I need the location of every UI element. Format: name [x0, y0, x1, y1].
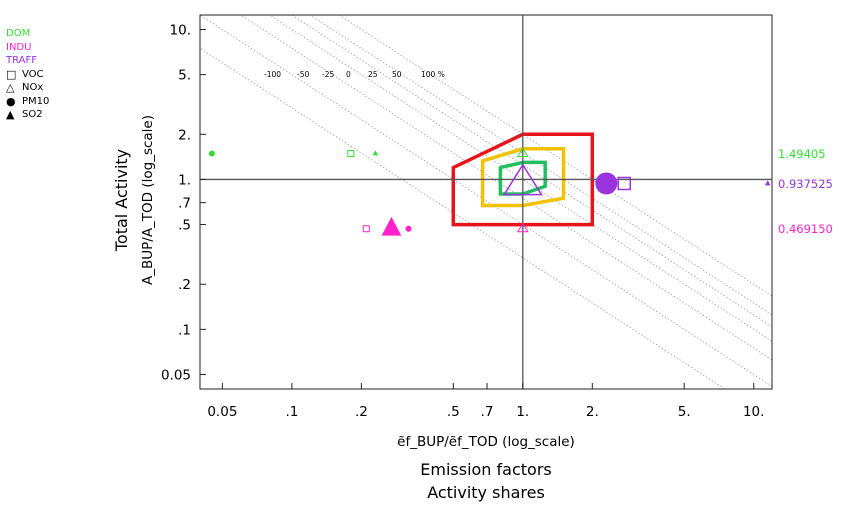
- iso-line: [200, 15, 772, 387]
- right-value-label: 0.469150: [778, 222, 833, 236]
- iso-label: -25: [322, 70, 334, 79]
- iso-label: 25: [368, 70, 378, 79]
- iso-label: -50: [297, 70, 309, 79]
- triangle-filled-icon: ▲: [6, 108, 15, 121]
- y-axis-label: A_BUP/A_TOD (log_scale): [140, 115, 156, 285]
- legend-sector-indu: INDU: [6, 41, 49, 55]
- legend-sector-label: TRAFF: [6, 55, 37, 66]
- legend-sector-traff: TRAFF: [6, 54, 49, 68]
- triangle-open-icon: △: [6, 81, 15, 94]
- iso-label: 100 %: [421, 70, 445, 79]
- legend-pollutant-label: PM10: [22, 95, 50, 107]
- legend-pollutant-pm10: ● PM10: [6, 95, 49, 109]
- iso-line: [309, 15, 772, 316]
- iso-label: -100: [264, 70, 281, 79]
- subtitle-emission-factors: Emission factors: [420, 460, 551, 479]
- y-tick-label: 2.: [178, 127, 191, 143]
- point-traff-so2: [765, 180, 771, 186]
- legend-pollutant-label: SO2: [22, 109, 43, 120]
- legend-pollutant-label: NOx: [22, 82, 44, 93]
- legend-pollutant-nox: △ NOx: [6, 81, 49, 95]
- legend-pollutant-so2: ▲ SO2: [6, 108, 49, 122]
- y-tick-label: .1: [178, 322, 191, 338]
- legend-sector-label: INDU: [6, 41, 32, 53]
- point-traff-pm10: [595, 172, 618, 195]
- x-tick-label: 5.: [678, 404, 691, 420]
- legend-sector-label: DOM: [6, 28, 31, 39]
- iso-label: 0: [346, 70, 351, 79]
- contour-polygon: [451, 132, 595, 227]
- point-dom-nox: [516, 147, 529, 158]
- right-value-label: 1.49405: [778, 147, 826, 161]
- point-dom-voc: [347, 149, 355, 157]
- y-tick-label: 5.: [178, 68, 191, 84]
- legend-pollutant-label: VOC: [22, 68, 44, 80]
- right-value-label: 0.937525: [778, 177, 833, 191]
- x-tick-label: .5: [447, 404, 460, 420]
- point-dom-so2: [372, 150, 379, 156]
- x-tick-label: .2: [355, 404, 368, 420]
- x-axis-label: ẽf_BUP/ẽf_TOD (log_scale): [397, 434, 575, 450]
- point-indu-voc: [362, 225, 370, 233]
- iso-label: 50: [392, 70, 402, 79]
- iso-line: [338, 15, 772, 297]
- x-tick-label: .7: [481, 404, 494, 420]
- y-tick-label: 1.: [178, 172, 191, 188]
- x-tick-label: 2.: [586, 404, 599, 420]
- iso-line: [268, 15, 772, 342]
- y-tick-label: .7: [178, 196, 191, 212]
- axes: 0.05 .1 .2 .5 .7 1. 2. 5. 10. 10. 5. 2. 1. .7 .5 .2 .1 0.…: [161, 14, 773, 420]
- x-tick-label: 10.: [743, 404, 764, 420]
- y-tick-label: 10.: [170, 23, 191, 39]
- x-tick-label: .1: [285, 404, 298, 420]
- legend: DOM INDU TRAFF □ VOC △ NOx ● PM10 ▲ SO2: [6, 27, 49, 122]
- point-indu-nox: [516, 222, 529, 233]
- point-traff-nox: [502, 163, 543, 196]
- y-tick-label: .2: [178, 277, 191, 293]
- circle-filled-icon: ●: [6, 94, 16, 108]
- x-tick-label: 0.05: [207, 404, 237, 420]
- subtitle-activity-shares: Activity shares: [427, 483, 545, 502]
- y-tick-label: 0.05: [161, 367, 191, 383]
- point-traff-voc: [617, 176, 632, 191]
- x-tick-label: 1.: [516, 404, 529, 420]
- square-open-icon: □: [6, 67, 17, 81]
- plot-frame: [199, 14, 773, 390]
- point-dom-pm10: [208, 150, 215, 157]
- labels: -100 -50 -25 0 25 50 100 % 1.49405 0.937525 0.469…: [264, 70, 833, 236]
- point-indu-so2: [381, 216, 402, 236]
- y-tick-label: .5: [178, 218, 191, 234]
- legend-sector-dom: DOM: [6, 27, 49, 41]
- legend-pollutant-voc: □ VOC: [6, 68, 49, 82]
- iso-lines: [200, 15, 772, 389]
- iso-line: [291, 15, 772, 328]
- iso-line: [239, 15, 772, 361]
- data-points: [208, 147, 771, 236]
- y-axis-title: Total Activity: [112, 149, 131, 252]
- iso-line: [200, 47, 726, 389]
- point-indu-pm10: [405, 225, 412, 232]
